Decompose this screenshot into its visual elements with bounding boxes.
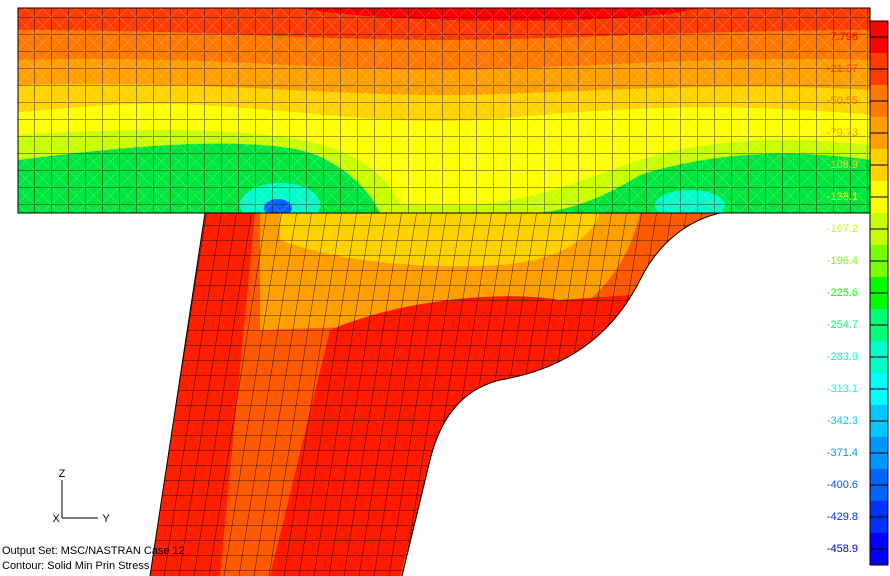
legend-label: -283.9 <box>827 351 858 363</box>
model-view: Z X Y Output Set: MSC/NASTRAN Case 12 Co… <box>0 0 890 576</box>
output-set: Output Set: MSC/NASTRAN Case 12 <box>2 545 185 557</box>
z-label: Z <box>59 468 66 480</box>
legend-label: -400.6 <box>827 479 858 491</box>
legend-label: -429.8 <box>827 511 858 523</box>
legend-label: -138.1 <box>827 191 858 203</box>
legend-label: -254.7 <box>827 319 858 331</box>
legend-label: -458.9 <box>827 543 858 555</box>
legend-label: -225.6 <box>827 287 858 299</box>
legend-label: -79.73 <box>827 127 858 139</box>
x-label: X <box>52 513 60 525</box>
legend-label: -21.37 <box>827 63 858 75</box>
contour-name: Contour: Solid Min Prin Stress <box>2 560 150 572</box>
legend-label: 7.796 <box>830 31 858 43</box>
legend-label: -371.4 <box>827 447 858 459</box>
legend: 7.796 -21.37 -50.55 -79.73 -108.9 -138.1 -167.… <box>827 21 888 565</box>
flange-contour <box>18 8 870 227</box>
legend-label: -196.4 <box>827 255 858 267</box>
legend-label: -342.3 <box>827 415 858 427</box>
legend-label: -167.2 <box>827 223 858 235</box>
legend-label: -50.55 <box>827 95 858 107</box>
y-label: Y <box>102 513 110 525</box>
legend-label: -313.1 <box>827 383 858 395</box>
legend-label: -108.9 <box>827 159 858 171</box>
